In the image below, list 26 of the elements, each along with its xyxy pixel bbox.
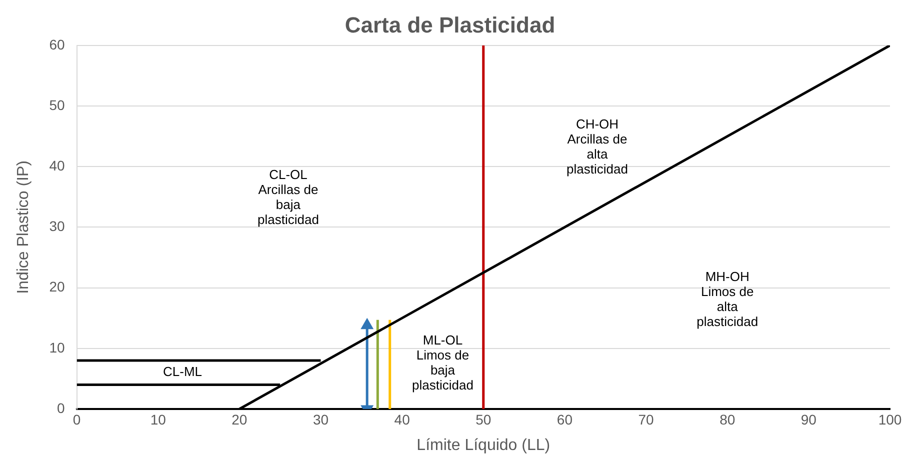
x-tick-label: 0 — [72, 411, 81, 428]
y-tick-label: 0 — [56, 400, 65, 416]
y-tick-label: 40 — [49, 157, 65, 174]
x-tick-label: 40 — [394, 411, 410, 428]
y-tick-label: 60 — [49, 36, 65, 52]
y-tick-label: 30 — [49, 218, 65, 234]
x-tick-label: 90 — [800, 411, 817, 428]
y-axis-title: Indice Plastico (IP) — [15, 160, 32, 294]
x-tick-label: 50 — [476, 411, 492, 428]
x-tick-label: 10 — [150, 411, 166, 428]
annotation: ML-OL Limos de baja plasticidad — [412, 332, 474, 393]
y-tick-label: 20 — [49, 278, 65, 295]
annotation: CL-OL Arcillas de baja plasticidad — [257, 167, 319, 228]
y-tick-label: 10 — [49, 339, 65, 356]
x-tick-label: 30 — [312, 411, 329, 428]
x-tick-label: 70 — [638, 411, 654, 428]
annotation: CL-ML — [162, 364, 202, 380]
chart-title: Carta de Plasticidad — [344, 12, 556, 38]
annotation: MH-OH Limos de alta plasticidad — [696, 269, 758, 329]
x-tick-label: 60 — [556, 411, 573, 428]
y-tick-label: 50 — [49, 96, 65, 113]
x-axis-title: Límite Líquido (LL) — [416, 436, 550, 454]
x-tick-label: 100 — [878, 411, 902, 428]
x-tick-label: 80 — [720, 411, 736, 428]
x-tick-label: 20 — [232, 411, 248, 428]
annotation: CH-OH Arcillas de alta plasticidad — [566, 116, 628, 176]
